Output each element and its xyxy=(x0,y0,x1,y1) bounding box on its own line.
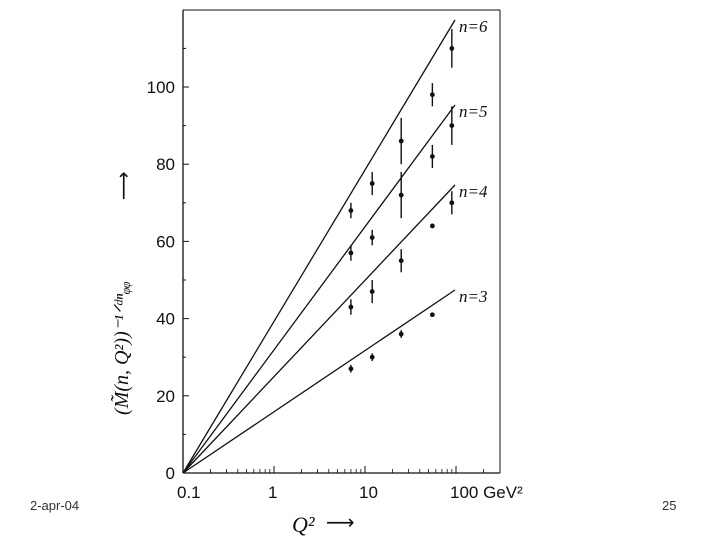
x-tick-label: 1 xyxy=(268,483,277,502)
y-tick-label: 100 xyxy=(147,78,175,97)
data-point xyxy=(369,354,375,360)
y-tick-label: 60 xyxy=(156,232,175,251)
data-point xyxy=(449,123,455,128)
y-tick-label: 20 xyxy=(156,387,175,406)
series-label: n=4 xyxy=(459,182,488,201)
slide-date: 2-apr-04 xyxy=(30,498,80,513)
data-point xyxy=(398,331,404,337)
x-tick-label: 100 GeV² xyxy=(450,483,523,502)
fit-line-n5 xyxy=(182,104,456,474)
series-label: n=5 xyxy=(459,102,487,121)
data-point xyxy=(398,138,404,144)
data-point xyxy=(429,92,435,98)
data-point xyxy=(348,250,354,256)
y-tick-label: 0 xyxy=(166,464,175,483)
y-axis-label: (M̃(n, Q²))⁻¹ᐟᵈⁿᵩᵩ xyxy=(110,282,133,415)
y-tick-label: 40 xyxy=(156,310,175,329)
series-label: n=3 xyxy=(459,287,487,306)
data-point xyxy=(348,208,354,213)
fit-line-n6 xyxy=(182,19,456,474)
data-point xyxy=(398,258,404,264)
data-point xyxy=(369,289,375,294)
y-tick-label: 80 xyxy=(156,155,175,174)
data-point xyxy=(449,46,455,51)
fit-line-n3 xyxy=(182,289,456,474)
series-label: n=6 xyxy=(459,17,488,36)
fit-line-n4 xyxy=(182,184,456,474)
data-point xyxy=(348,304,354,310)
data-point xyxy=(369,181,375,186)
slide-page-number: 25 xyxy=(662,498,677,513)
y-axis-arrow: ⟶ xyxy=(111,171,135,200)
data-point xyxy=(429,154,435,159)
data-point xyxy=(429,312,435,318)
data-point xyxy=(348,366,354,372)
data-point xyxy=(429,223,435,229)
data-point xyxy=(398,192,404,198)
x-tick-label: 0.1 xyxy=(177,483,201,502)
data-point xyxy=(449,200,455,206)
x-axis-label: Q² xyxy=(292,512,315,537)
x-tick-label: 10 xyxy=(359,483,378,502)
x-axis-arrow: ⟶ xyxy=(326,510,355,534)
data-point xyxy=(369,235,375,240)
